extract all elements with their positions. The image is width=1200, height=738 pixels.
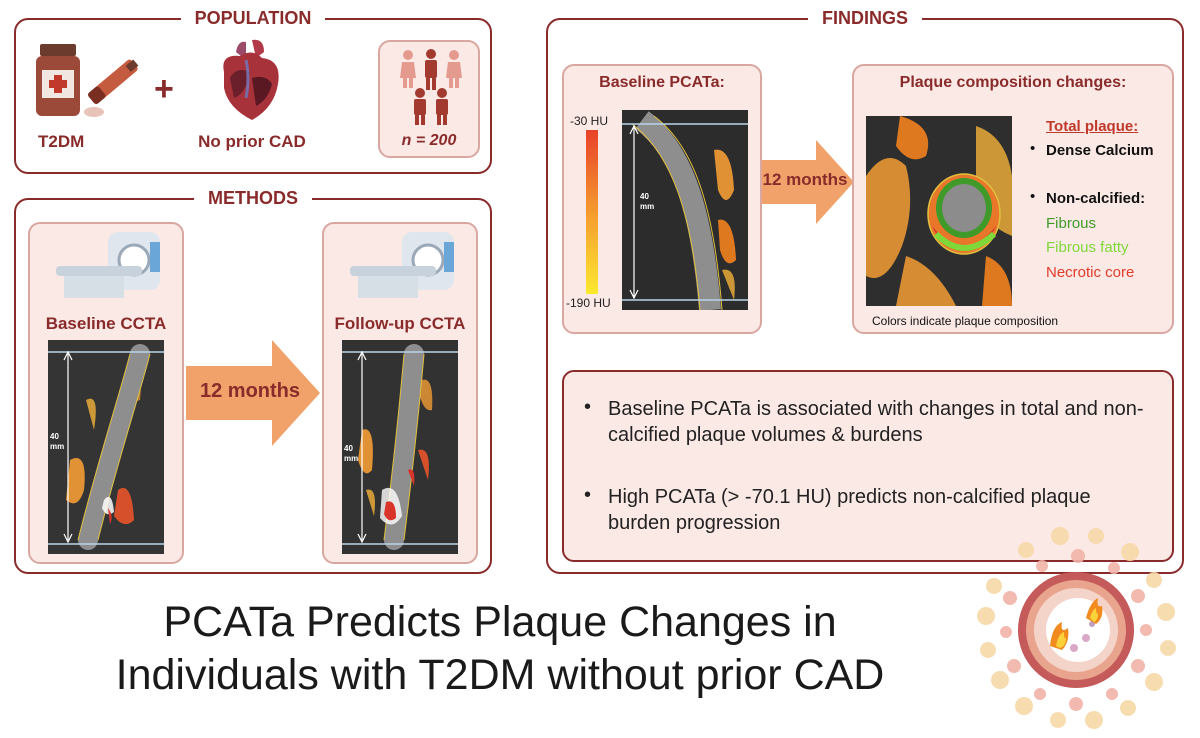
plaque-composition-title: Plaque composition changes: xyxy=(899,74,1127,91)
findings-arrow-label: 12 months xyxy=(762,170,848,189)
pcata-scale-label-40: 40 xyxy=(640,192,649,201)
ct-scanner-icon xyxy=(56,232,160,298)
sample-size-box: n = 200 xyxy=(378,40,480,158)
followup-ccta-image: 40 mm xyxy=(342,340,458,554)
legend-non-calcified: Non-calcified: xyxy=(1046,190,1146,207)
t2dm-label: T2DM xyxy=(38,132,85,151)
bullet-2-text: High PCATa (> -70.1 HU) predicts non-cal… xyxy=(608,486,1091,534)
legend-dense-calcium-bullet: • xyxy=(1030,140,1036,157)
legend-fibrous-fatty: Fibrous fatty xyxy=(1046,239,1129,256)
population-title: POPULATION xyxy=(180,8,326,28)
followup-scale-label-40: 40 xyxy=(344,444,353,453)
legend-total-plaque: Total plaque: xyxy=(1046,118,1139,135)
findings-arrow xyxy=(762,140,854,224)
legend-dense-calcium: Dense Calcium xyxy=(1046,142,1154,159)
hu-scale-top-label: -30 HU xyxy=(570,114,609,128)
plus-sign: + xyxy=(154,70,174,108)
followup-ccta-card: Follow-up CCTA 40 mm xyxy=(322,222,478,564)
sample-size-label: n = 200 xyxy=(401,132,457,149)
baseline-scale-label-mm: mm xyxy=(50,442,65,451)
methods-panel: METHODS Baseline CCTA xyxy=(14,188,492,574)
methods-arrow xyxy=(186,340,320,446)
population-panel: POPULATION T2DM + No prior CAD xyxy=(14,8,492,174)
baseline-scale-label-40: 40 xyxy=(50,432,59,441)
baseline-pcata-title: Baseline PCATa: xyxy=(599,74,725,91)
findings-title: FINDINGS xyxy=(807,8,922,28)
ct-scanner-icon xyxy=(350,232,454,298)
methods-title: METHODS xyxy=(194,188,312,208)
plaque-composition-card: Plaque composition changes: Total plaque… xyxy=(852,64,1174,334)
bullet-2-marker: • xyxy=(584,484,592,506)
bullet-1-text: Baseline PCATa is associated with change… xyxy=(608,398,1144,446)
main-title: PCATa Predicts Plaque Changes in Individ… xyxy=(0,596,1000,702)
followup-ccta-label: Follow-up CCTA xyxy=(334,314,466,333)
no-prior-cad-label: No prior CAD xyxy=(198,132,306,151)
legend-non-calcified-bullet: • xyxy=(1030,188,1036,205)
findings-panel: FINDINGS Baseline PCATa: -30 HU -190 HU … xyxy=(546,8,1184,574)
people-icon xyxy=(400,49,462,125)
heart-icon xyxy=(223,39,279,120)
medication-icon xyxy=(36,44,139,117)
followup-scale-label-mm: mm xyxy=(344,454,359,463)
plaque-cross-section-image xyxy=(866,116,1012,306)
inflamed-vessel-illustration xyxy=(977,527,1176,729)
legend-necrotic-core: Necrotic core xyxy=(1046,264,1135,281)
baseline-pcata-card: Baseline PCATa: -30 HU -190 HU 40 mm xyxy=(562,64,762,334)
hu-color-scale xyxy=(586,130,598,294)
hu-scale-bottom-label: -190 HU xyxy=(566,296,611,310)
baseline-ccta-card: Baseline CCTA 40 mm xyxy=(28,222,184,564)
main-title-line-1: PCATa Predicts Plaque Changes in xyxy=(163,598,837,646)
baseline-ccta-image: 40 mm xyxy=(48,340,164,554)
legend-fibrous: Fibrous xyxy=(1046,215,1097,232)
baseline-pcata-image: 40 mm xyxy=(622,110,748,310)
baseline-ccta-label: Baseline CCTA xyxy=(45,314,167,333)
main-title-line-2: Individuals with T2DM without prior CAD xyxy=(115,651,885,699)
findings-bullets-box: • Baseline PCATa is associated with chan… xyxy=(562,370,1174,562)
methods-arrow-label: 12 months xyxy=(199,380,301,402)
pcata-scale-label-mm: mm xyxy=(640,202,655,211)
colors-note: Colors indicate plaque composition xyxy=(872,314,1059,328)
bullet-1-marker: • xyxy=(584,396,592,418)
